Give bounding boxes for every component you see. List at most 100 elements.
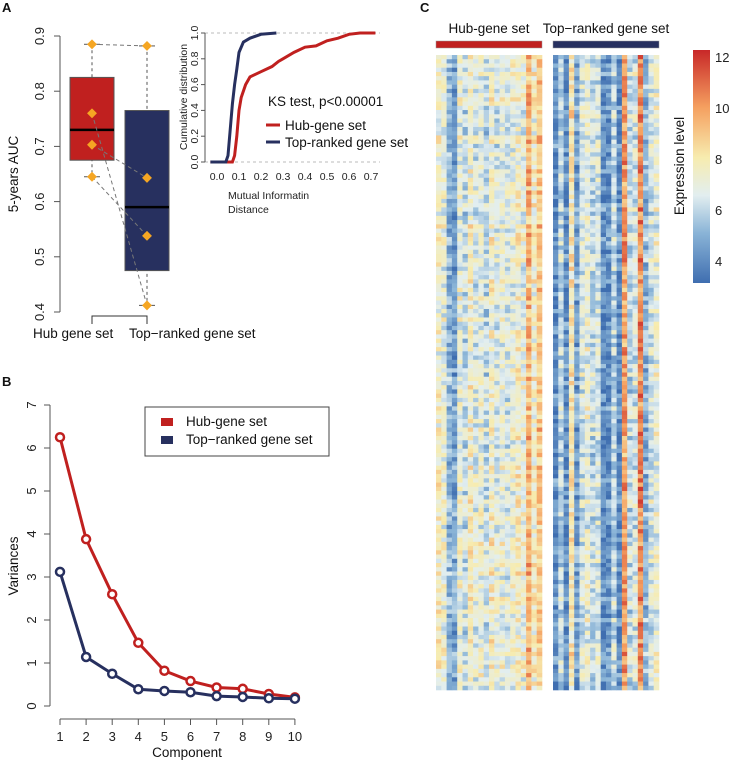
heatmap-cell: [568, 101, 575, 107]
heatmap-cell: [526, 651, 532, 657]
heatmap-cell: [499, 469, 506, 475]
heatmap-cell: [473, 309, 479, 314]
heatmap-cell: [436, 76, 442, 81]
heatmap-cell: [457, 304, 463, 310]
heatmap-cell: [595, 105, 601, 111]
heatmap-cell: [494, 402, 500, 407]
heatmap-cell: [489, 84, 495, 90]
heatmap-cell: [478, 266, 484, 272]
heatmap-cell: [643, 372, 649, 378]
heatmap-cell: [648, 249, 654, 255]
heatmap-cell: [574, 101, 580, 107]
heatmap-cell: [600, 245, 607, 251]
heatmap-cell: [536, 427, 543, 433]
heatmap-cell: [558, 207, 564, 212]
heatmap-cell: [510, 347, 516, 352]
heatmap-cell: [478, 342, 484, 348]
heatmap-cell: [568, 152, 575, 157]
heatmap-cell: [632, 198, 639, 204]
heatmap-cell: [478, 275, 484, 280]
heatmap-cell: [643, 80, 649, 85]
heatmap-cell: [616, 270, 623, 276]
heatmap-cell: [643, 198, 649, 204]
heatmap-cell: [504, 97, 511, 102]
ks-annotation: KS test, p<0.00001: [268, 94, 383, 109]
heatmap-cell: [467, 584, 474, 589]
heatmap-cell: [632, 131, 639, 136]
heatmap-cell: [441, 321, 447, 327]
heatmap-cell: [600, 143, 607, 149]
heatmap-cell: [653, 283, 660, 289]
heatmap-cell: [520, 656, 527, 661]
heatmap-cell: [462, 554, 469, 560]
heatmap-cell: [584, 317, 591, 322]
heatmap-cell: [632, 292, 639, 297]
heatmap-cell: [595, 194, 601, 200]
heatmap-cell: [499, 296, 506, 301]
heatmap-cell: [515, 80, 522, 85]
heatmap-cell: [579, 211, 586, 217]
heatmap-cell: [568, 380, 575, 386]
heatmap-cell: [467, 105, 474, 111]
heatmap-cell: [515, 93, 522, 98]
heatmap-cell: [574, 402, 580, 407]
heatmap-cell: [632, 440, 639, 445]
heatmap-cell: [467, 681, 474, 687]
heatmap-cell: [531, 431, 537, 437]
heatmap-cell: [441, 440, 447, 445]
heatmap-cell: [478, 169, 484, 174]
heatmap-cell: [531, 524, 537, 530]
heatmap-cell: [515, 143, 522, 149]
heatmap-cell: [478, 660, 484, 665]
heatmap-cell: [531, 135, 537, 140]
heatmap-cell: [520, 97, 527, 102]
heatmap-cell: [563, 152, 570, 157]
heatmap-cell: [499, 567, 506, 572]
heatmap-cell: [632, 253, 639, 259]
heatmap-cell: [510, 249, 516, 255]
heatmap-cell: [536, 160, 543, 166]
heatmap-cell: [595, 59, 601, 64]
heatmap-cell: [520, 634, 527, 640]
heatmap-cell: [483, 681, 490, 687]
heatmap-cell: [515, 182, 522, 187]
heatmap-cell: [606, 275, 612, 280]
heatmap-cell: [510, 516, 516, 521]
heatmap-cell: [595, 304, 601, 310]
heatmap-cell: [457, 524, 463, 530]
heatmap-cell: [627, 380, 633, 386]
heatmap-cell: [446, 266, 453, 272]
heatmap-cell: [584, 135, 591, 140]
heatmap-cell: [441, 186, 447, 191]
heatmap-cell: [553, 406, 559, 411]
heatmap-cell: [504, 296, 511, 301]
heatmap-cell: [457, 406, 463, 411]
heatmap-cell: [457, 241, 463, 246]
heatmap-cell: [441, 520, 447, 526]
heatmap-cell: [643, 385, 649, 390]
heatmap-cell: [473, 376, 479, 382]
heatmap-cell: [457, 660, 463, 665]
heatmap-cell: [558, 275, 564, 280]
heatmap-cell: [473, 499, 479, 505]
heatmap-cell: [627, 376, 633, 382]
heatmap-cell: [436, 541, 442, 547]
heatmap-cell: [457, 491, 463, 496]
heatmap-cell: [621, 143, 628, 149]
heatmap-cell: [520, 143, 527, 149]
heatmap-cell: [499, 664, 506, 670]
heatmap-cell: [510, 160, 516, 166]
heatmap-cell: [584, 215, 591, 221]
heatmap-cell: [451, 228, 458, 234]
heatmap-cell: [510, 651, 516, 657]
heatmap-cell: [483, 220, 490, 225]
heatmap-cell: [600, 376, 607, 382]
heatmap-cell: [531, 186, 537, 191]
heatmap-cell: [467, 262, 474, 267]
heatmap-cell: [611, 237, 617, 242]
heatmap-cell: [473, 685, 479, 691]
heatmap-cell: [478, 101, 484, 107]
legend-label: Top-ranked gene set: [285, 135, 408, 150]
heatmap-cell: [489, 668, 495, 674]
heatmap-cell: [637, 165, 644, 170]
